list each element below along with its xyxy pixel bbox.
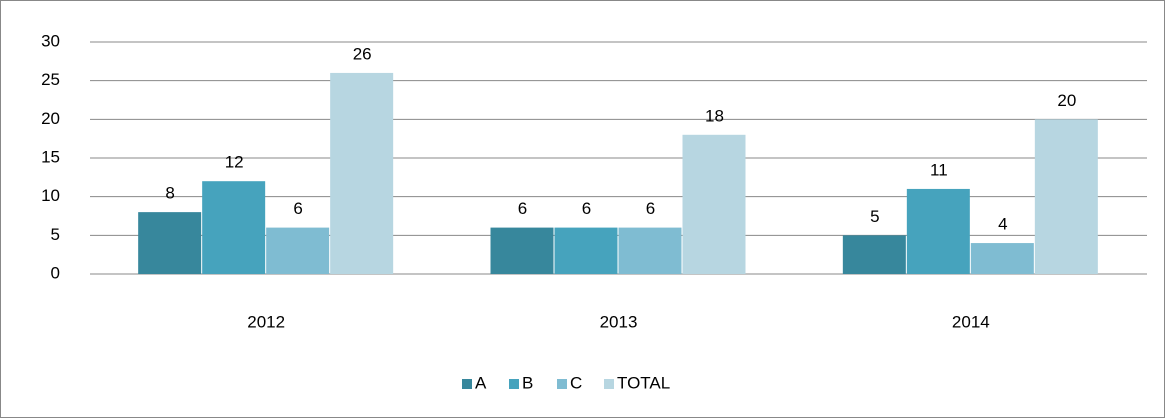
y-tick-label: 30 (41, 31, 60, 50)
legend-label: TOTAL (617, 373, 670, 392)
y-tick-label: 25 (41, 70, 60, 89)
bar (202, 181, 266, 274)
bar (970, 243, 1034, 274)
y-tick-label: 15 (41, 147, 60, 166)
data-label: 26 (353, 44, 372, 63)
data-label: 12 (225, 153, 244, 172)
data-label: 11 (930, 160, 948, 179)
bar (1034, 119, 1098, 274)
legend-swatch (604, 379, 614, 389)
y-tick-label: 5 (51, 225, 60, 244)
data-label: 6 (646, 199, 655, 218)
y-tick-label: 20 (41, 109, 60, 128)
x-tick-label: 2014 (952, 312, 990, 331)
legend-swatch (557, 379, 567, 389)
data-label: 6 (582, 199, 591, 218)
data-label: 18 (705, 106, 724, 125)
x-tick-label: 2013 (600, 312, 638, 331)
y-tick-label: 0 (51, 263, 60, 282)
data-label: 8 (165, 184, 174, 203)
bar (554, 227, 618, 274)
bar (490, 227, 554, 274)
bar (266, 227, 330, 274)
bar (682, 134, 746, 274)
legend-label: C (570, 373, 582, 392)
bar (618, 227, 682, 274)
legend-label: B (522, 373, 533, 392)
data-label: 20 (1057, 91, 1076, 110)
legend-swatch (462, 379, 472, 389)
bar (138, 212, 202, 274)
data-label: 5 (870, 207, 879, 226)
data-label: 4 (998, 215, 1007, 234)
legend-swatch (509, 379, 519, 389)
legend-label: A (475, 373, 487, 392)
bar (906, 188, 970, 274)
x-tick-label: 2012 (247, 312, 285, 331)
bar (330, 72, 394, 274)
data-label: 6 (518, 199, 527, 218)
data-label: 6 (293, 199, 302, 218)
bar (842, 235, 906, 274)
y-tick-label: 10 (41, 186, 60, 205)
